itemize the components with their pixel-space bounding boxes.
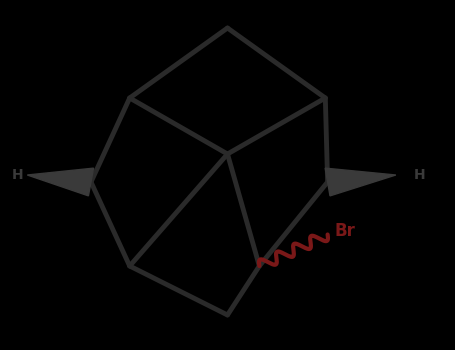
Polygon shape [27,168,94,196]
Text: Br: Br [334,222,355,240]
Text: H: H [11,168,23,182]
Polygon shape [325,168,396,196]
Text: H: H [414,168,426,182]
